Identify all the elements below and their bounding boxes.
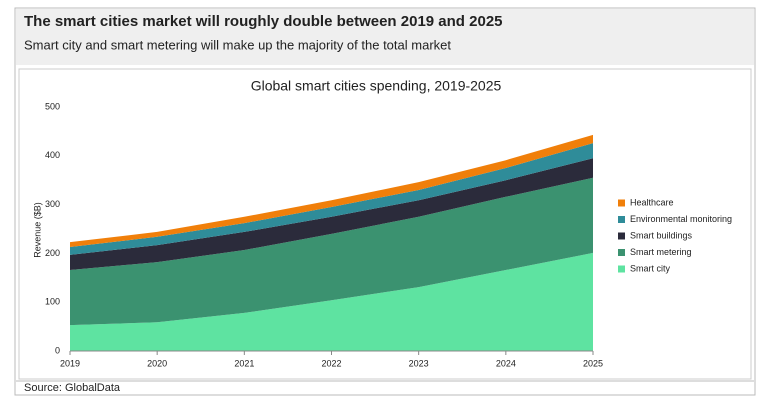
x-tick-label: 2023: [409, 358, 429, 368]
x-tick-label: 2024: [496, 358, 516, 368]
legend-swatch: [618, 232, 625, 240]
header-title: The smart cities market will roughly dou…: [24, 13, 503, 30]
y-tick-label: 0: [55, 345, 60, 355]
y-tick-label: 100: [45, 297, 60, 307]
x-tick-label: 2019: [60, 358, 80, 368]
header-subtitle: Smart city and smart metering will make …: [24, 37, 451, 52]
y-tick-label: 500: [45, 101, 60, 111]
legend-label: Smart city: [630, 263, 671, 273]
area: [70, 177, 593, 326]
legend-swatch: [618, 199, 625, 207]
y-axis-label: Revenue ($B): [32, 202, 42, 258]
header-bg: [16, 9, 754, 65]
legend-label: Smart metering: [630, 247, 692, 257]
legend-label: Environmental monitoring: [630, 214, 732, 224]
source: Source: GlobalData: [24, 382, 121, 394]
chart-title: Global smart cities spending, 2019-2025: [251, 78, 502, 94]
y-tick-label: 200: [45, 248, 60, 258]
legend-swatch: [618, 265, 625, 273]
x-tick-label: 2025: [583, 358, 603, 368]
legend-label: Healthcare: [630, 197, 674, 207]
area: [70, 252, 593, 351]
legend-swatch: [618, 216, 625, 223]
x-tick-label: 2021: [234, 358, 254, 368]
legend-swatch: [618, 249, 625, 256]
y-tick-label: 300: [45, 199, 60, 209]
area: [70, 143, 593, 255]
legend-label: Smart buildings: [630, 230, 693, 240]
x-tick-label: 2020: [147, 358, 167, 368]
x-tick-label: 2022: [321, 358, 341, 368]
area: [70, 158, 593, 270]
y-tick-label: 400: [45, 150, 60, 160]
